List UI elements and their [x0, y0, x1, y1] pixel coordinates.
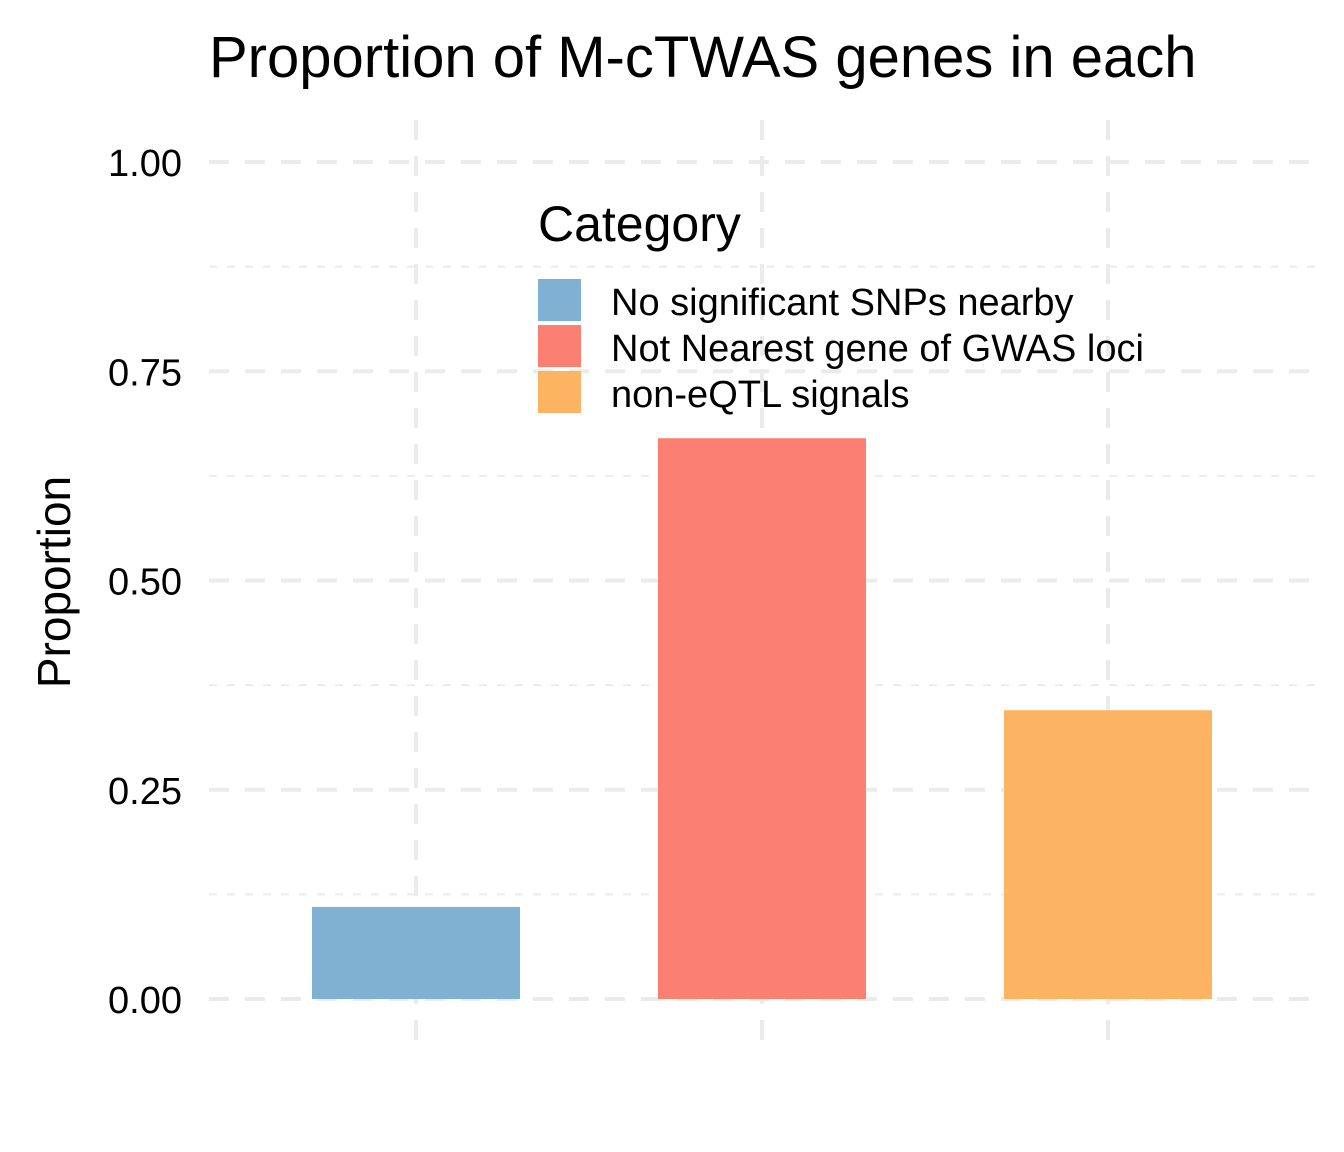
y-axis-title: Proportion	[28, 476, 80, 688]
y-tick-label: 0.00	[108, 980, 182, 1022]
bar	[658, 438, 866, 1000]
y-tick-label: 0.25	[108, 771, 182, 813]
legend-label: Not Nearest gene of GWAS loci	[611, 328, 1144, 370]
y-axis-ticks: 0.00 0.25 0.50 0.75 1.00	[108, 143, 182, 1022]
bar	[312, 906, 520, 999]
legend-label: non-eQTL signals	[611, 374, 910, 416]
legend-swatch	[538, 279, 581, 321]
y-tick-label: 1.00	[108, 143, 182, 185]
legend-title: Category	[538, 196, 741, 252]
legend-label: No significant SNPs nearby	[611, 282, 1074, 324]
bar	[1004, 710, 1212, 999]
legend-swatch	[538, 371, 581, 413]
bars	[312, 438, 1212, 1000]
chart-title: Proportion of M-cTWAS genes in each	[209, 25, 1197, 90]
y-tick-label: 0.75	[108, 352, 182, 394]
y-tick-label: 0.50	[108, 562, 182, 604]
legend-swatch	[538, 325, 581, 367]
